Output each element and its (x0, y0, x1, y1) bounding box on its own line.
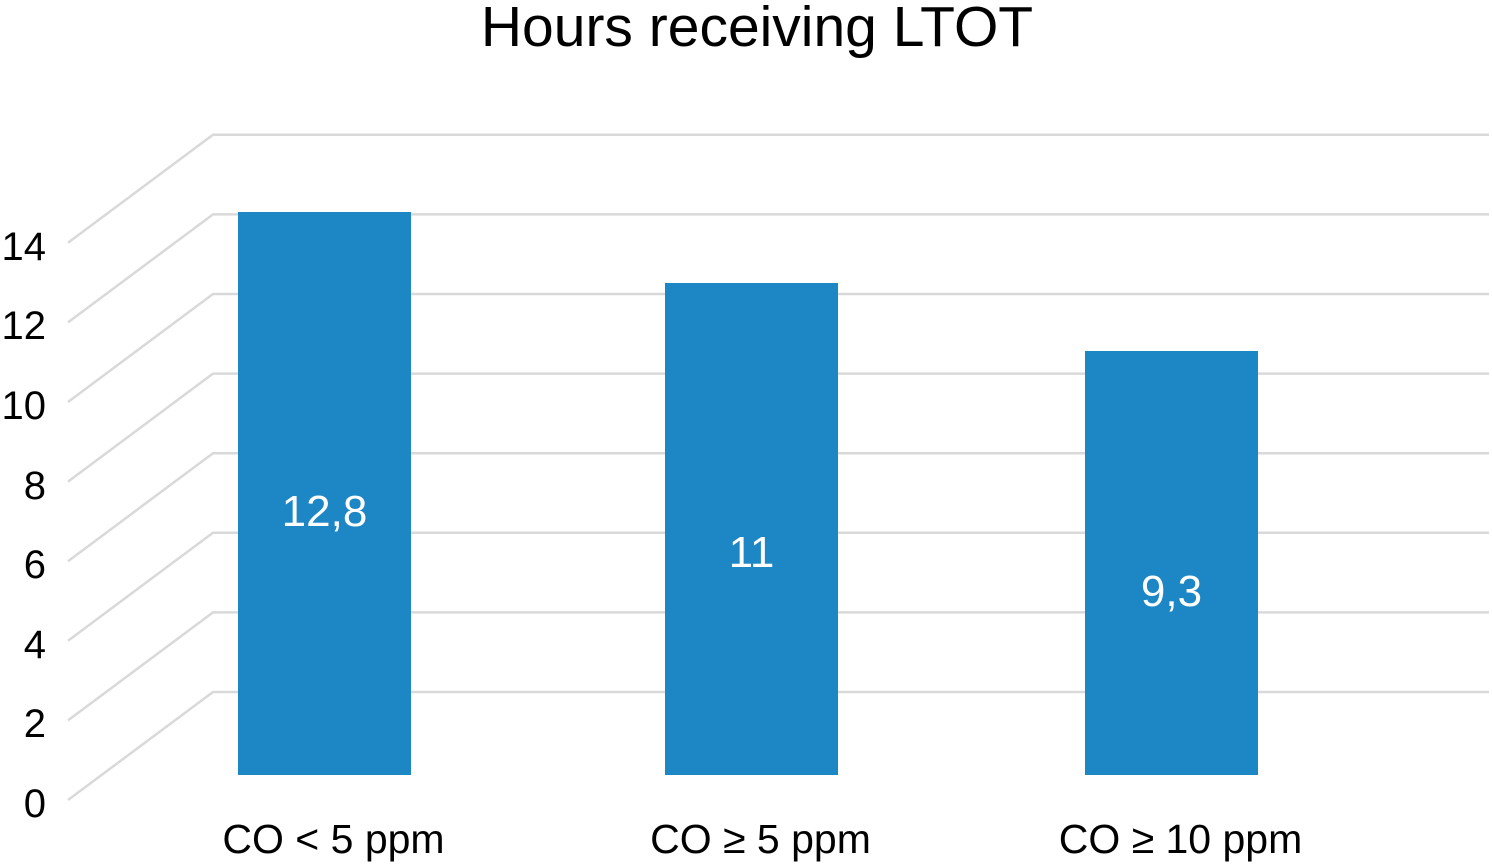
y-axis-tick-label-6: 6 (23, 543, 46, 588)
gridline-y12 (67, 213, 1489, 324)
gridline-y4 (67, 531, 1489, 642)
y-axis-tick-label-2: 2 (23, 702, 46, 747)
gridline-y8 (67, 372, 1489, 483)
bar-2 (665, 283, 838, 775)
x-axis-category-label-3: CO ≥ 10 ppm (1058, 816, 1303, 862)
bar-1 (238, 211, 411, 775)
x-axis-category-label-2: CO ≥ 5 ppm (650, 816, 871, 862)
y-axis-tick-label-14: 14 (1, 224, 47, 269)
bar-value-label-1: 12,8 (281, 487, 368, 536)
x-axis-category-label-1: CO < 5 ppm (222, 816, 445, 862)
y-axis-tick-label-8: 8 (23, 463, 46, 508)
gridline-y14 (67, 133, 1489, 244)
gridline-y6 (67, 451, 1489, 563)
gridline-y0 (67, 690, 1489, 802)
gridline-y10 (67, 292, 1489, 404)
chart-title: Hours receiving LTOT (480, 0, 1034, 59)
bar-3 (1085, 350, 1258, 775)
y-axis-tick-label-10: 10 (1, 384, 47, 428)
bar-value-label-3: 9,3 (1140, 567, 1203, 616)
gridline-y2 (67, 611, 1489, 722)
y-axis-tick-label-0: 0 (23, 782, 46, 826)
bar-value-label-2: 11 (728, 528, 775, 578)
y-axis-tick-label-4: 4 (23, 622, 46, 667)
y-axis-tick-label-12: 12 (1, 304, 47, 349)
